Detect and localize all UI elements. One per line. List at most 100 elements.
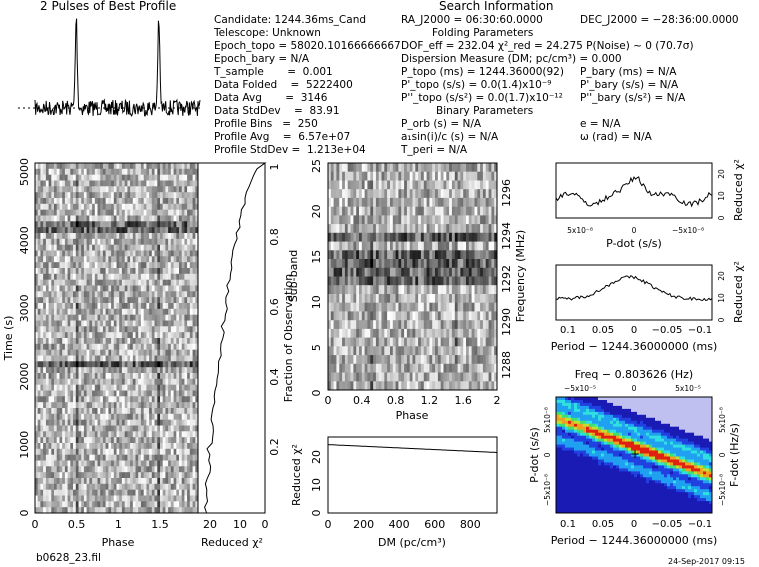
- time-phase-cell: [102, 198, 107, 205]
- time-phase-cell: [89, 338, 93, 345]
- time-phase-cell: [121, 431, 126, 438]
- y-tick-label: 0.2: [268, 438, 281, 456]
- time-phase-cell: [160, 233, 164, 240]
- time-phase-cell: [86, 413, 90, 421]
- time-phase-cell: [195, 198, 199, 205]
- time-phase-cell: [138, 349, 142, 356]
- time-phase-cell: [45, 209, 50, 216]
- time-phase-cell: [192, 192, 196, 199]
- time-phase-cell: [173, 168, 177, 176]
- subband-cell: [420, 224, 425, 234]
- time-phase-cell: [135, 203, 139, 211]
- time-phase-cell: [124, 285, 128, 292]
- time-phase-cell: [140, 343, 145, 351]
- time-phase-cell: [43, 308, 47, 316]
- time-phase-cell: [187, 279, 191, 286]
- time-phase-cell: [195, 180, 199, 187]
- time-phase-cell: [143, 361, 147, 368]
- time-phase-cell: [116, 291, 120, 298]
- time-phase-cell: [119, 268, 123, 275]
- time-phase-cell: [195, 262, 199, 269]
- time-phase-cell: [154, 273, 158, 281]
- subband-cell: [420, 171, 425, 181]
- time-phase-cell: [162, 373, 166, 380]
- time-phase-cell: [184, 174, 188, 181]
- subband-cell: [401, 346, 405, 356]
- eccentricity: e = N/A: [580, 118, 621, 130]
- time-phase-cell: [94, 180, 98, 187]
- time-phase-cell: [179, 203, 183, 211]
- time-phase-cell: [62, 186, 66, 193]
- time-phase-cell: [140, 495, 145, 502]
- time-phase-cell: [179, 402, 183, 409]
- time-phase-cell: [189, 448, 193, 456]
- time-phase-cell: [92, 198, 96, 205]
- time-phase-cell: [187, 221, 191, 228]
- time-phase-cell: [165, 355, 169, 362]
- time-phase-cell: [89, 326, 93, 333]
- time-phase-cell: [59, 291, 63, 298]
- time-phase-cell: [168, 343, 172, 351]
- time-phase-cell: [94, 198, 98, 205]
- time-phase-cell: [140, 390, 145, 397]
- time-phase-cell: [116, 408, 120, 415]
- time-phase-cell: [140, 285, 145, 292]
- time-phase-cell: [108, 338, 112, 345]
- time-phase-cell: [62, 221, 66, 228]
- time-phase-cell: [146, 308, 150, 316]
- subband-cell: [387, 224, 391, 234]
- time-phase-cell: [51, 303, 55, 310]
- time-phase-cell: [168, 256, 172, 263]
- time-phase-cell: [162, 396, 166, 403]
- time-phase-cell: [179, 361, 183, 368]
- time-phase-cell: [187, 378, 191, 386]
- time-phase-cell: [78, 332, 82, 339]
- y-tick-label: 4000: [18, 226, 31, 254]
- time-phase-cell: [184, 332, 188, 339]
- time-phase-cell: [105, 472, 109, 479]
- time-phase-cell: [165, 413, 169, 421]
- time-phase-cell: [35, 361, 39, 368]
- time-phase-cell: [184, 413, 188, 421]
- time-phase-cell: [105, 297, 109, 304]
- subband-cell: [485, 189, 489, 199]
- time-phase-cell: [179, 390, 183, 397]
- time-phase-cell: [113, 384, 117, 391]
- time-phase-cell: [189, 168, 193, 176]
- time-phase-cell: [176, 186, 180, 193]
- time-phase-cell: [59, 163, 63, 170]
- time-phase-cell: [37, 268, 41, 275]
- time-phase-cell: [157, 303, 161, 310]
- subband-cell: [435, 197, 439, 208]
- time-phase-cell: [146, 303, 150, 310]
- epoch-topo: Epoch_topo = 58020.10166666667: [214, 40, 401, 52]
- time-phase-cell: [67, 163, 71, 170]
- time-phase-cell: [70, 279, 74, 286]
- time-phase-cell: [70, 361, 74, 368]
- time-phase-cell: [189, 413, 193, 421]
- time-phase-cell: [37, 209, 41, 216]
- time-phase-cell: [160, 338, 164, 345]
- time-phase-cell: [78, 238, 82, 246]
- time-phase-cell: [173, 174, 177, 181]
- time-phase-cell: [105, 262, 109, 269]
- time-phase-cell: [181, 250, 185, 257]
- time-phase-cell: [51, 198, 55, 205]
- time-phase-cell: [138, 291, 142, 298]
- time-phase-cell: [168, 244, 172, 251]
- time-phase-cell: [56, 303, 60, 310]
- time-phase-cell: [173, 297, 177, 304]
- time-phase-cell: [83, 203, 88, 211]
- time-phase-cell: [187, 163, 191, 170]
- time-phase-cell: [121, 215, 126, 222]
- time-phase-cell: [162, 308, 166, 316]
- time-phase-cell: [119, 408, 123, 415]
- subband-cell: [367, 232, 371, 242]
- time-phase-cell: [179, 367, 183, 374]
- time-phase-cell: [146, 413, 150, 421]
- subband-cell: [387, 337, 391, 347]
- time-phase-cell: [138, 396, 142, 403]
- time-phase-cell: [181, 209, 185, 216]
- time-phase-cell: [160, 262, 164, 269]
- time-phase-cell: [195, 384, 199, 391]
